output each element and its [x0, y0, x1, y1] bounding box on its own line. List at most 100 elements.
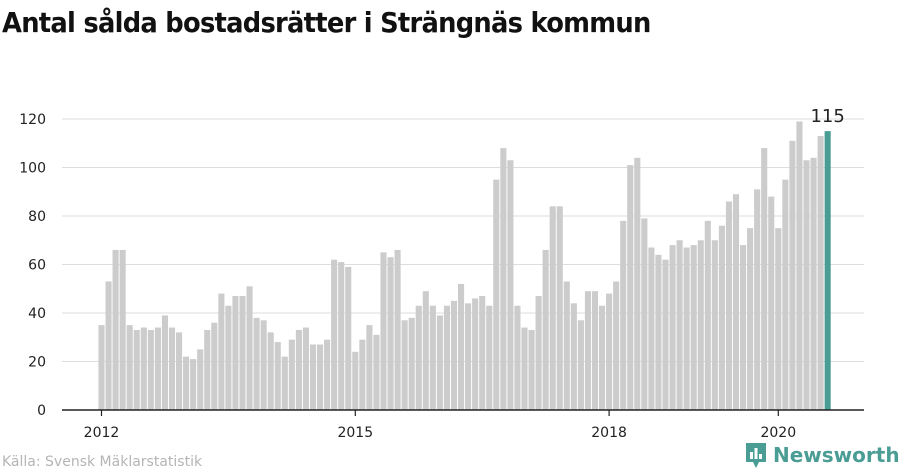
- bar: [577, 320, 584, 410]
- bar: [373, 334, 380, 410]
- bar: [288, 339, 295, 410]
- bar: [133, 329, 140, 410]
- bar: [168, 327, 176, 410]
- y-tick-label-60: 60: [28, 258, 46, 274]
- bar: [817, 135, 824, 410]
- x-axis-tick-labels: 2012 2015 2018 2020: [84, 425, 796, 441]
- x-tick-label-2020: 2020: [760, 425, 796, 441]
- bar: [197, 349, 204, 410]
- bar: [613, 281, 620, 410]
- bar: [119, 249, 126, 410]
- bar: [486, 305, 493, 410]
- bar: [599, 305, 606, 410]
- bar: [218, 293, 225, 410]
- bar: [401, 320, 408, 410]
- bar: [465, 303, 472, 410]
- bar: [683, 247, 690, 410]
- bar: [112, 249, 119, 410]
- bar: [429, 305, 436, 410]
- x-tick-label-2012: 2012: [84, 425, 120, 441]
- bar: [620, 220, 627, 410]
- y-tick-label-120: 120: [19, 112, 46, 128]
- bar: [295, 329, 302, 410]
- bar: [669, 245, 676, 410]
- bar: [634, 157, 641, 410]
- bar: [260, 320, 267, 410]
- source-note: Källa: Svensk Mäklarstatistik: [2, 454, 203, 470]
- bar: [556, 206, 563, 410]
- bar: [606, 293, 613, 410]
- newsworthy-logo-icon: [746, 443, 766, 468]
- bar: [324, 339, 331, 410]
- bar: [732, 194, 740, 410]
- bar: [98, 325, 105, 410]
- bar: [317, 344, 324, 410]
- bar: [253, 317, 260, 410]
- bar: [239, 296, 246, 410]
- bar: [754, 189, 761, 410]
- bar: [761, 148, 768, 410]
- bar: [570, 303, 577, 410]
- bar: [535, 296, 542, 410]
- bar: [211, 322, 218, 410]
- bar: [648, 247, 655, 410]
- y-tick-label-80: 80: [28, 209, 46, 225]
- bar: [183, 356, 190, 410]
- bar: [176, 332, 183, 410]
- bar: [725, 201, 732, 410]
- bar: [662, 259, 669, 410]
- bar: [387, 257, 394, 410]
- bar: [422, 291, 429, 410]
- bar: [140, 327, 147, 410]
- latest-value-label: 115: [810, 106, 844, 127]
- bar: [204, 329, 211, 410]
- bar: [641, 218, 648, 410]
- bar: [697, 240, 704, 410]
- bar: [309, 344, 317, 410]
- bar: [331, 259, 338, 410]
- bar: [472, 298, 479, 410]
- bar: [436, 315, 443, 410]
- x-axis: [62, 409, 864, 416]
- bar: [740, 245, 747, 410]
- bars: [98, 121, 831, 411]
- x-tick-label-2015: 2015: [337, 425, 373, 441]
- bar: [408, 317, 415, 410]
- bar: [190, 359, 197, 410]
- y-tick-label-100: 100: [19, 161, 46, 177]
- bar: [627, 165, 634, 410]
- bar: [803, 160, 810, 410]
- value-labels: 115: [810, 106, 844, 127]
- bar: [415, 305, 422, 410]
- chart-title: Antal sålda bostadsrätter i Strängnäs ko…: [2, 6, 651, 39]
- bar: [366, 325, 373, 410]
- bar: [281, 356, 288, 410]
- x-tick-label-2018: 2018: [591, 425, 627, 441]
- bar: [718, 225, 725, 410]
- bar: [584, 291, 591, 410]
- bar: [147, 329, 154, 410]
- bar: [747, 228, 754, 410]
- bar: [810, 157, 817, 410]
- bar: [655, 254, 662, 410]
- bar: [690, 245, 697, 410]
- bar: [782, 179, 789, 410]
- bar: [563, 281, 570, 410]
- bar: [105, 281, 112, 410]
- bar: [443, 305, 450, 410]
- bar: [154, 327, 161, 410]
- bar: [768, 196, 775, 410]
- bar: [521, 327, 528, 410]
- bar-latest: [824, 131, 831, 410]
- bar: [380, 252, 387, 410]
- bar: [711, 240, 718, 410]
- bar: [542, 249, 549, 410]
- bar: [450, 300, 458, 410]
- y-tick-label-0: 0: [37, 403, 46, 419]
- bar: [514, 305, 521, 410]
- brand-name: Newsworthy: [773, 443, 900, 467]
- bar: [345, 266, 352, 410]
- bar: [507, 160, 514, 410]
- bar: [232, 296, 239, 410]
